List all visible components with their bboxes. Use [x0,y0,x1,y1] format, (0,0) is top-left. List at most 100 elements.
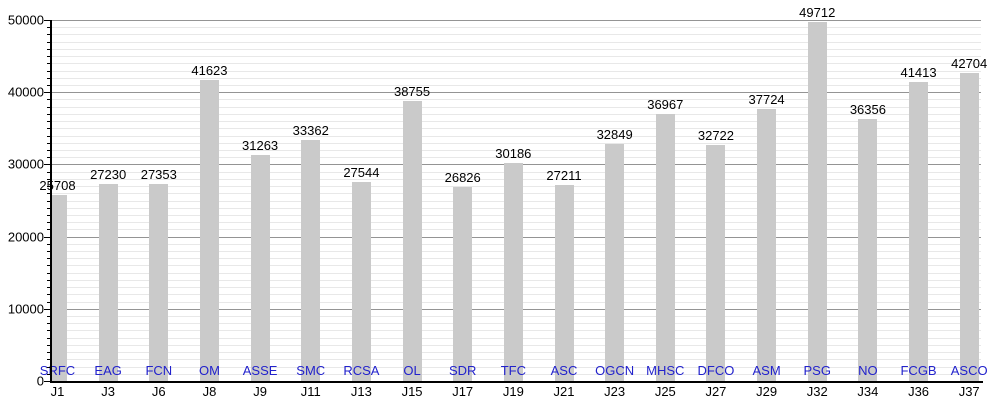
y-tick-minor [47,186,51,187]
x-tick-label-J19: J19 [502,384,524,399]
bar-J11 [301,140,321,381]
club-link-SRFC[interactable]: SRFC [39,363,76,378]
bar-J19 [503,163,523,381]
y-tick-minor [47,359,51,360]
bar-value-label: 49712 [799,5,836,21]
x-tick-label-J6: J6 [151,384,166,399]
club-link-PSG[interactable]: PSG [803,363,831,378]
y-tick-label: 50000 [7,12,44,28]
bar-value-label: 36967 [647,97,684,113]
y-tick-minor [47,273,51,274]
x-tick-label-J9: J9 [253,384,267,399]
club-link-OL[interactable]: OL [403,363,421,378]
bar-J8 [199,80,219,381]
bar-labels-layer: 25708 SRFC 27230 EAG 27353 FCN 41623 OM 31263 ASS… [39,6,987,381]
x-tick-label-J21: J21 [553,384,575,399]
bar-J27 [706,144,726,381]
y-tick-minor [47,99,51,100]
y-tick-major [44,20,51,21]
club-link-RCSA[interactable]: RCSA [343,363,380,378]
y-tick-minor [47,215,51,216]
club-link-ASCO[interactable]: ASCO [950,363,988,378]
club-link-MHSC[interactable]: MHSC [646,363,685,378]
y-tick-major [44,309,51,310]
bar-J32 [807,22,827,381]
grid-line-minor [51,27,981,29]
y-tick-minor [47,150,51,151]
y-tick-minor [47,302,51,303]
bar-value-label: 38755 [393,84,431,100]
bar-J37 [959,72,979,381]
club-link-ASC[interactable]: ASC [550,363,578,378]
club-link-OM[interactable]: OM [198,363,220,378]
bar-value-label: 41623 [191,63,228,79]
y-tick-minor [47,294,51,295]
grid-line-minor [51,135,981,137]
y-tick-minor [47,338,51,339]
grid-line-minor [51,56,981,58]
bar-value-label: 26826 [444,170,481,186]
club-link-ASSE[interactable]: ASSE [242,363,278,378]
club-link-EAG[interactable]: EAG [94,363,122,378]
bar-value-label: 32722 [697,127,735,143]
bar-J21 [554,184,574,381]
club-link-TFC[interactable]: TFC [500,363,526,378]
x-tick-label-J37: J37 [958,384,980,399]
y-tick-major [44,237,51,238]
y-tick-label: 20000 [7,229,44,245]
x-tick-label-J25: J25 [654,384,676,399]
club-link-SMC[interactable]: SMC [296,363,326,378]
grid-line-minor [51,84,981,86]
x-tick-label-J1: J1 [50,384,65,399]
y-tick-minor [47,63,51,64]
bar-value-label: 27211 [546,167,582,183]
club-link-SDR[interactable]: SDR [448,363,477,378]
bars-layer [51,20,981,381]
y-tick-minor [47,229,51,230]
y-tick-minor [47,114,51,115]
y-tick-minor [47,208,51,209]
y-tick-minor [47,27,51,28]
x-axis-line [50,381,983,383]
grid-line-minor [51,99,981,101]
club-link-FCGB[interactable]: FCGB [900,363,937,378]
bar-J29 [757,108,777,381]
y-tick-minor [47,34,51,35]
bar-J17 [453,187,473,381]
x-tick-label-J15: J15 [401,384,423,399]
y-tick-minor [47,121,51,122]
club-link-NO[interactable]: NO [858,363,878,378]
bar-value-label: 31263 [242,138,279,154]
y-tick-label: 0 [36,373,44,389]
club-link-DFCO[interactable]: DFCO [697,363,735,378]
y-tick-minor [47,49,51,50]
y-tick-minor [47,258,51,259]
y-tick-minor [47,78,51,79]
bar-value-label: 27353 [140,166,177,182]
y-tick-minor [47,316,51,317]
bar-J9 [250,155,270,381]
bar-J1 [51,195,67,381]
grid-line-minor [51,77,981,79]
x-tick-label-J3: J3 [101,384,116,399]
y-tick-minor [47,179,51,180]
x-tick-label-J23: J23 [604,384,626,399]
bar-value-label: 30186 [495,146,532,162]
y-tick-minor [47,128,51,129]
y-tick-minor [47,107,51,108]
bar-J6 [149,183,169,381]
y-tick-minor [47,193,51,194]
grid-line-minor [51,106,981,108]
bar-J3 [98,184,118,381]
club-link-ASM[interactable]: ASM [752,363,781,378]
club-link-OGCN[interactable]: OGCN [595,363,635,378]
y-tick-minor [47,287,51,288]
y-axis-line [50,20,52,383]
y-tick-minor [47,56,51,57]
y-tick-minor [47,201,51,202]
y-tick-major [44,92,51,93]
y-tick-major [44,381,51,382]
y-tick-minor [47,42,51,43]
club-link-FCN[interactable]: FCN [145,363,173,378]
